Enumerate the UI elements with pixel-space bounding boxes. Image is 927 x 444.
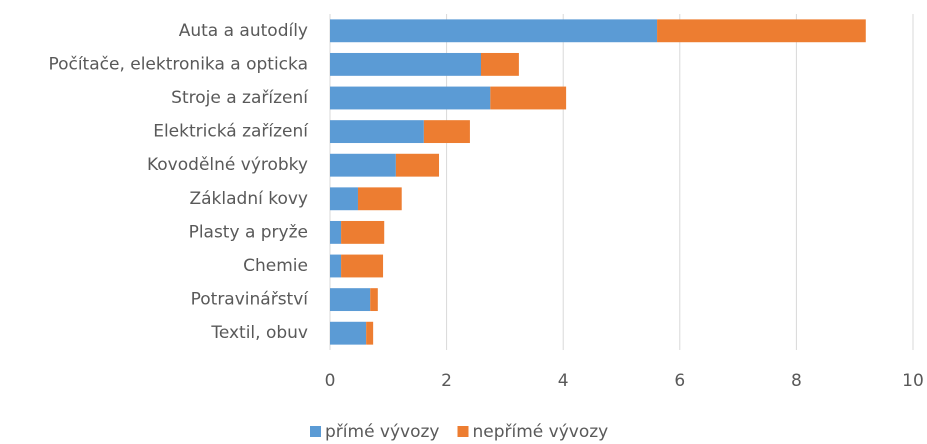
legend-swatch <box>310 426 321 437</box>
bar <box>341 254 384 278</box>
bar <box>480 52 519 76</box>
x-tick-label: 2 <box>441 371 452 391</box>
y-tick-label: Elektrická zařízení <box>153 122 309 142</box>
bar <box>330 153 396 177</box>
y-tick-label: Počítače, elektronika a opticka <box>48 54 308 74</box>
bar <box>330 86 491 110</box>
bar <box>330 288 371 312</box>
bar <box>657 19 866 43</box>
bar <box>423 120 470 144</box>
y-tick-label: Textil, obuv <box>210 323 308 343</box>
y-tick-label: Potravinářství <box>191 290 310 310</box>
x-tick-label: 4 <box>558 371 569 391</box>
bar <box>330 254 342 278</box>
x-tick-label: 8 <box>791 371 802 391</box>
bar <box>330 19 658 43</box>
bar <box>490 86 567 110</box>
y-tick-label: Auta a autodíly <box>179 21 308 41</box>
legend-label: přímé vývozy <box>325 422 440 442</box>
x-tick-label: 6 <box>674 371 685 391</box>
x-tick-label: 0 <box>325 371 336 391</box>
y-tick-label: Základní kovy <box>189 189 308 209</box>
bar <box>370 288 378 312</box>
y-tick-label: Plasty a pryže <box>189 222 308 242</box>
legend-swatch <box>457 426 469 437</box>
x-tick-label: 10 <box>902 371 924 391</box>
bar <box>330 220 342 244</box>
legend-label: nepřímé vývozy <box>473 422 609 442</box>
bar <box>330 187 358 211</box>
bar <box>395 153 440 177</box>
y-tick-label: Chemie <box>243 256 308 276</box>
bar <box>330 321 367 345</box>
bar <box>330 52 481 76</box>
y-tick-label: Stroje a zařízení <box>171 88 309 108</box>
bar <box>366 321 374 345</box>
bar <box>341 220 385 244</box>
bar <box>357 187 402 211</box>
y-tick-label: Kovodělné výrobky <box>147 155 308 175</box>
bar <box>330 120 424 144</box>
